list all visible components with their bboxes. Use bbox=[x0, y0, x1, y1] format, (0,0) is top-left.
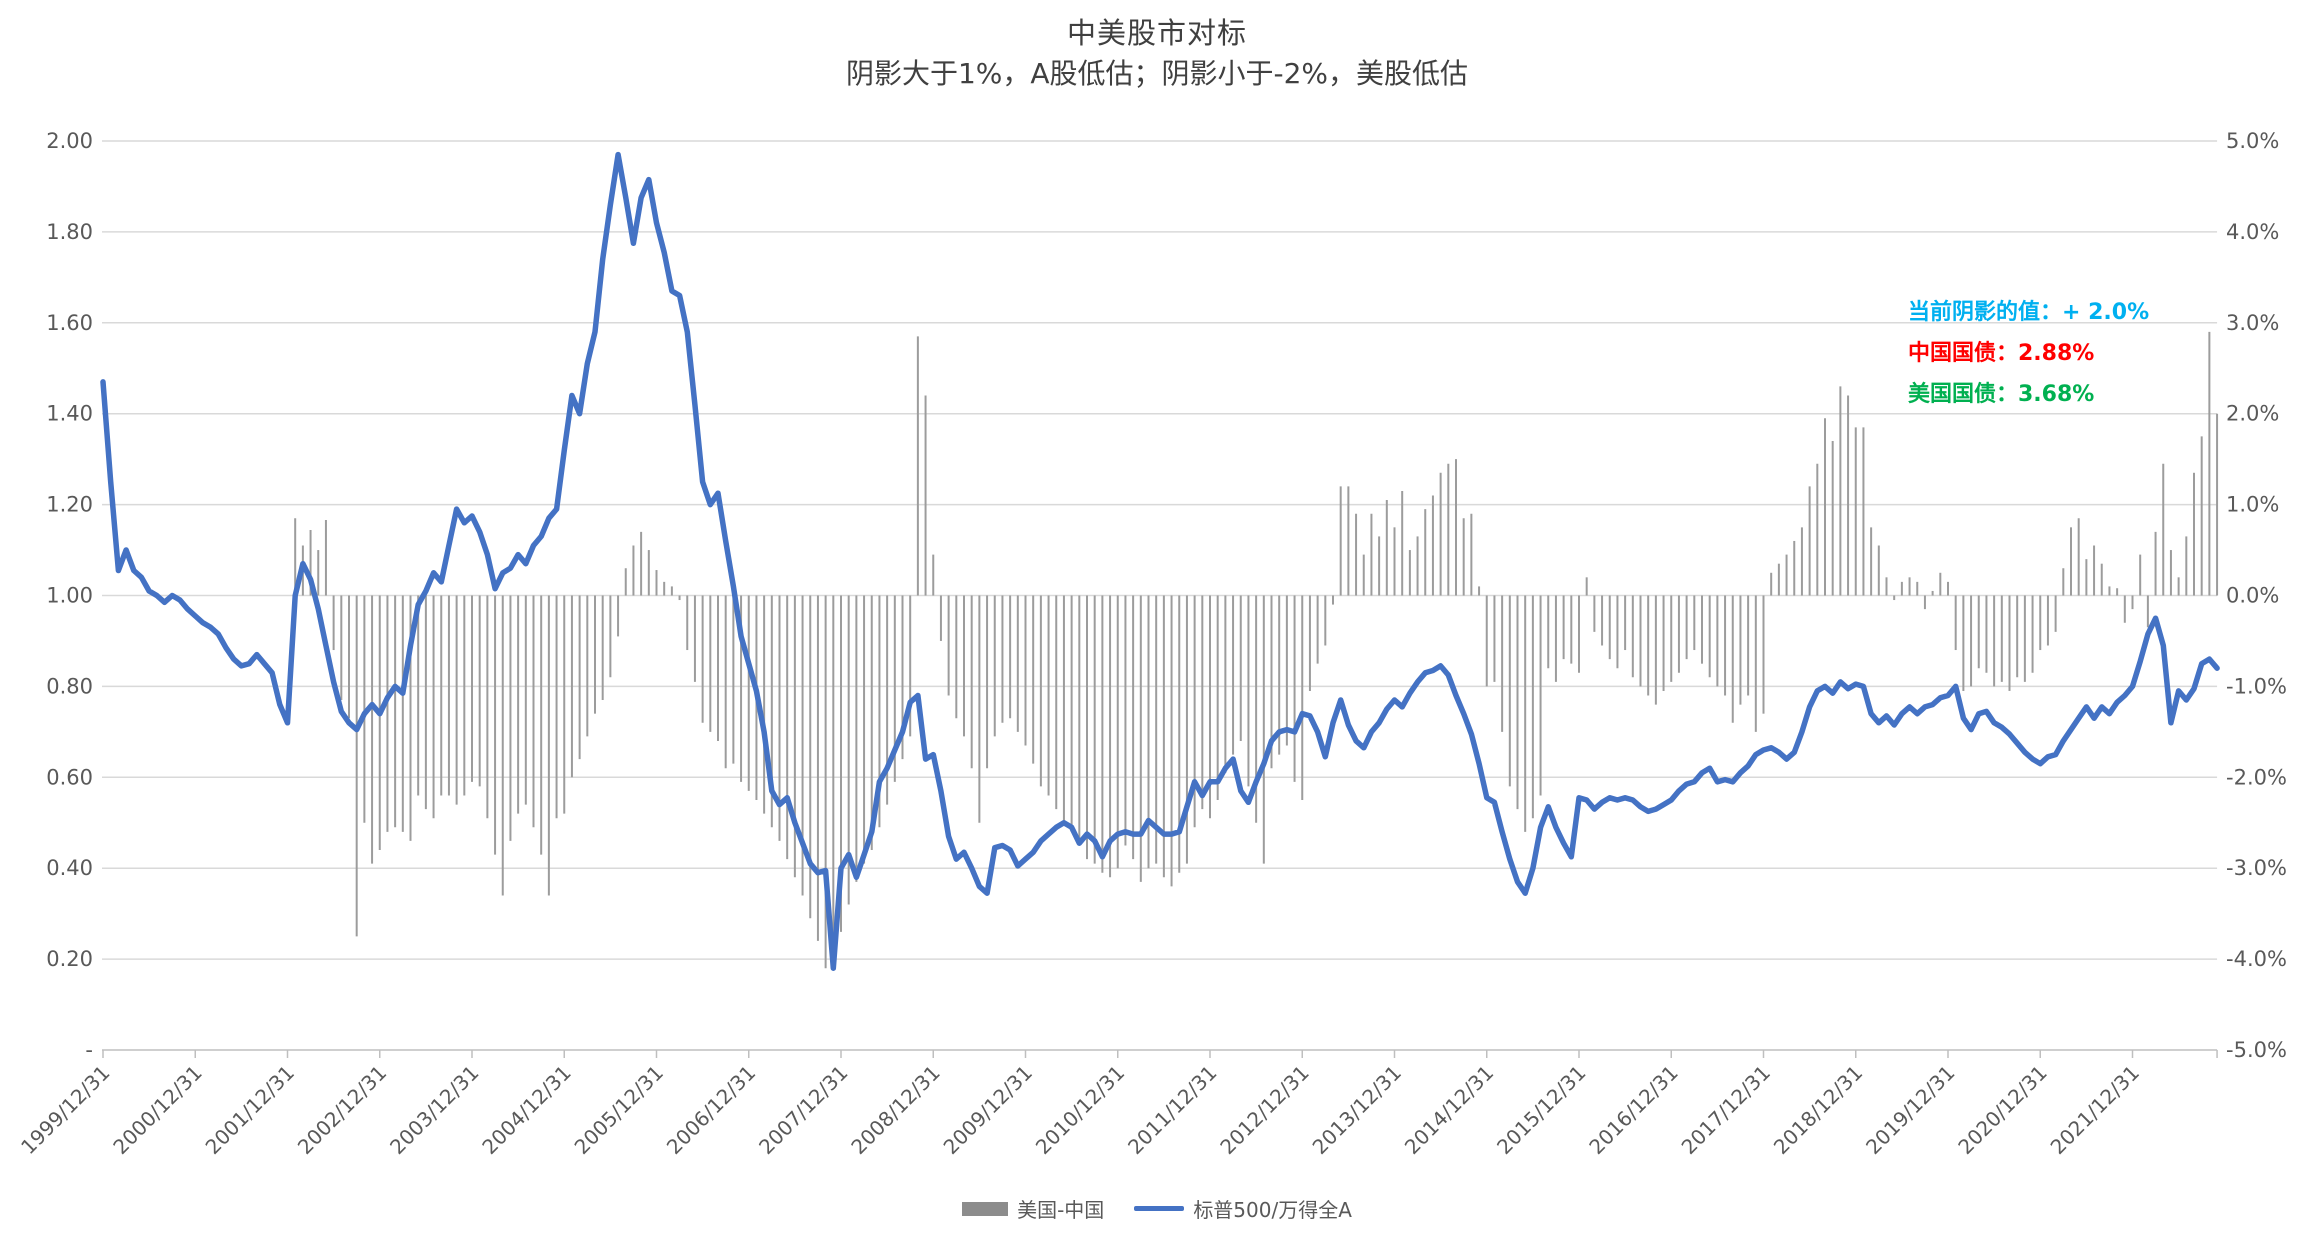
x-tick-label: 2006/12/31 bbox=[662, 1061, 760, 1159]
x-tick-label: 2008/12/31 bbox=[846, 1061, 944, 1159]
chart-subtitle: 阴影大于1%，A股低估；阴影小于-2%，美股低估 bbox=[845, 57, 1469, 90]
legend-bar-label: 美国-中国 bbox=[1017, 1198, 1105, 1222]
right-axis-label: -2.0% bbox=[2226, 765, 2287, 789]
legend-item-us-minus-china[interactable]: 美国-中国 bbox=[962, 1194, 1104, 1223]
line-sp500-over-winda bbox=[100, 151, 2220, 971]
right-axis-label: 2.0% bbox=[2226, 402, 2279, 426]
x-tick-label: 2009/12/31 bbox=[939, 1061, 1037, 1159]
line-series-swatch-icon bbox=[1134, 1206, 1185, 1211]
x-tick-label: 2001/12/31 bbox=[201, 1061, 299, 1159]
bar-series-swatch-icon bbox=[962, 1201, 1009, 1216]
left-axis-label: 1.80 bbox=[46, 220, 93, 244]
x-tick-label: 2005/12/31 bbox=[570, 1061, 668, 1159]
left-axis-label: 2.00 bbox=[46, 129, 93, 153]
legend-line-label: 标普500/万得全A bbox=[1193, 1198, 1352, 1222]
right-axis-label: 5.0% bbox=[2226, 129, 2279, 153]
chart-legend: 美国-中国 标普500/万得全A bbox=[0, 1194, 2314, 1223]
left-axis-label: 1.40 bbox=[46, 402, 93, 426]
x-tick-label: 2016/12/31 bbox=[1584, 1061, 1682, 1159]
left-axis-label: 0.80 bbox=[46, 674, 93, 698]
legend-item-sp500-over-winda[interactable]: 标普500/万得全A bbox=[1134, 1194, 1352, 1223]
x-tick-label: 2000/12/31 bbox=[108, 1061, 206, 1159]
x-tick-label: 2002/12/31 bbox=[293, 1061, 391, 1159]
left-axis-label: 1.00 bbox=[46, 584, 93, 608]
x-tick-label: 2012/12/31 bbox=[1215, 1061, 1313, 1159]
chart-title: 中美股市对标 bbox=[1066, 16, 1247, 50]
x-tick-label: 2019/12/31 bbox=[1861, 1061, 1959, 1159]
x-tick-label: 2018/12/31 bbox=[1769, 1061, 1867, 1159]
x-tick-label: 2007/12/31 bbox=[754, 1061, 852, 1159]
x-tick-label: 2020/12/31 bbox=[1953, 1061, 2051, 1159]
x-tick-label: 2015/12/31 bbox=[1492, 1061, 1590, 1159]
right-axis-label: 0.0% bbox=[2226, 584, 2279, 608]
x-tick-label: 2003/12/31 bbox=[385, 1061, 483, 1159]
right-axis-label: -4.0% bbox=[2226, 947, 2287, 971]
annotation-current-shadow: 当前阴影的值：+ 2.0% bbox=[1908, 300, 2150, 325]
x-tick-label: 2004/12/31 bbox=[477, 1061, 575, 1159]
annotation-block: 当前阴影的值：+ 2.0% 中国国债：2.88% 美国国债：3.68% bbox=[1908, 292, 2149, 415]
x-tick-label: 1999/12/31 bbox=[16, 1061, 114, 1159]
annotation-china-bond: 中国国债：2.88% bbox=[1908, 341, 2095, 366]
annotation-us-bond: 美国国债：3.68% bbox=[1908, 382, 2095, 407]
left-axis-label: 0.60 bbox=[46, 765, 93, 789]
left-axis-label: 0.40 bbox=[46, 856, 93, 880]
x-tick-label: 2021/12/31 bbox=[2046, 1061, 2144, 1159]
left-axis-label: - bbox=[85, 1038, 93, 1062]
x-tick-label: 2013/12/31 bbox=[1308, 1061, 1406, 1159]
left-axis-label: 0.20 bbox=[46, 947, 93, 971]
right-axis-label: 1.0% bbox=[2226, 493, 2279, 517]
x-tick-label: 2014/12/31 bbox=[1400, 1061, 1498, 1159]
right-axis-label: 3.0% bbox=[2226, 311, 2279, 335]
right-axis-label: -5.0% bbox=[2226, 1038, 2287, 1062]
right-axis-label: -1.0% bbox=[2226, 674, 2287, 698]
left-axis-label: 1.60 bbox=[46, 311, 93, 335]
x-tick-label: 2017/12/31 bbox=[1677, 1061, 1775, 1159]
x-tick-label: 2010/12/31 bbox=[1031, 1061, 1129, 1159]
x-tick-label: 2011/12/31 bbox=[1123, 1061, 1221, 1159]
right-axis-label: 4.0% bbox=[2226, 220, 2279, 244]
right-axis-label: -3.0% bbox=[2226, 856, 2287, 880]
left-axis-label: 1.20 bbox=[46, 493, 93, 517]
